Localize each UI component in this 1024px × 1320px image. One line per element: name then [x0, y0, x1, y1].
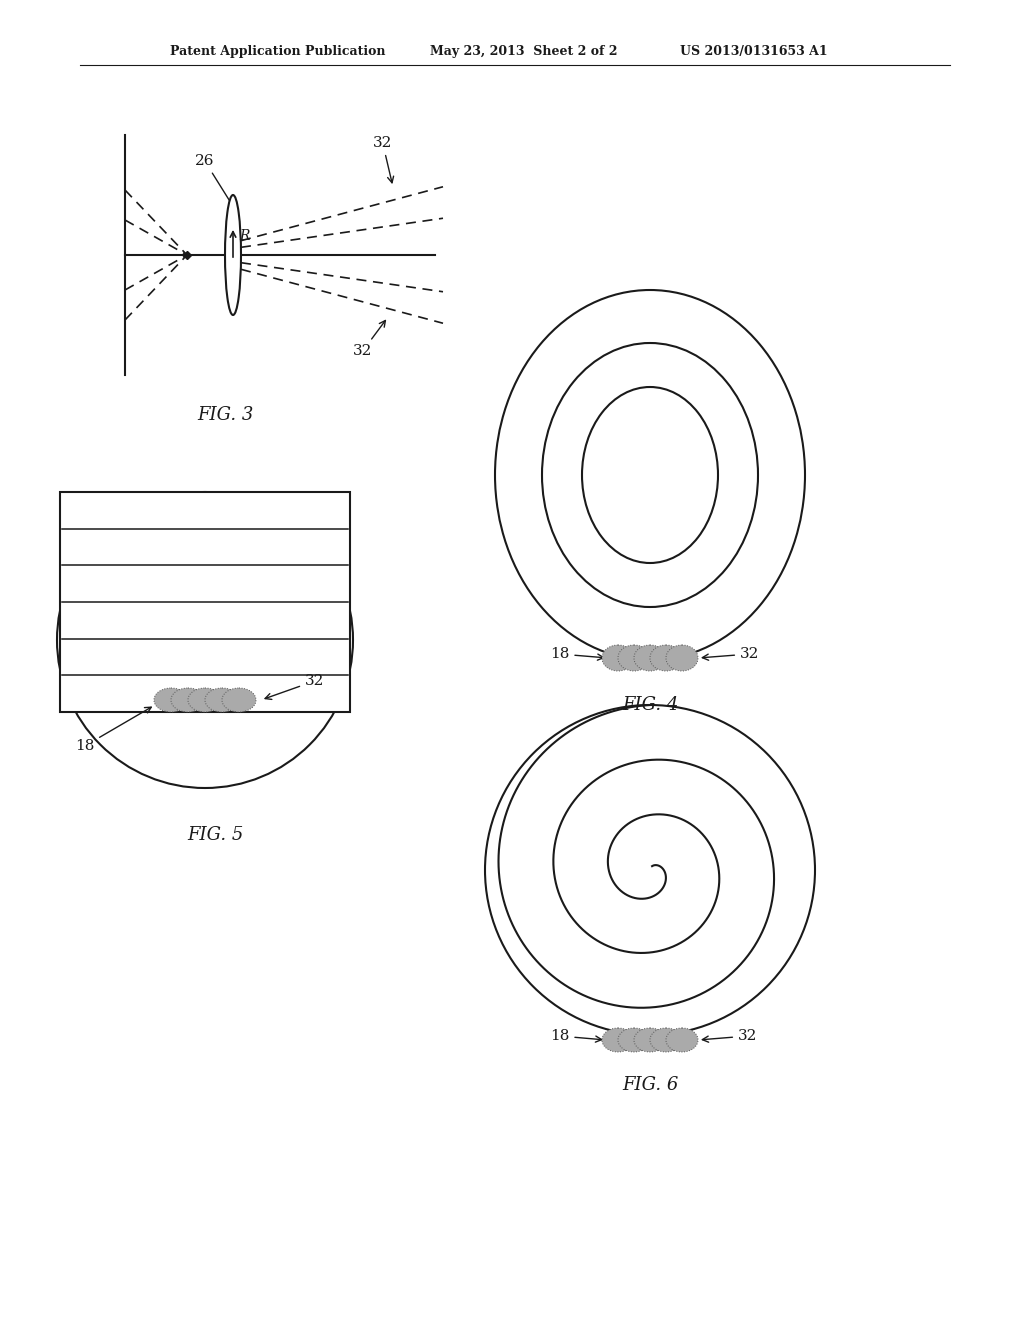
Text: FIG. 6: FIG. 6 — [622, 1076, 678, 1094]
Text: FIG. 5: FIG. 5 — [186, 826, 243, 843]
Ellipse shape — [666, 1028, 698, 1052]
Ellipse shape — [602, 1028, 634, 1052]
Text: 32: 32 — [373, 136, 393, 182]
Ellipse shape — [222, 688, 256, 711]
Ellipse shape — [171, 688, 205, 711]
Text: FIG. 3: FIG. 3 — [197, 407, 253, 424]
Ellipse shape — [634, 1028, 666, 1052]
Text: 18: 18 — [550, 647, 604, 661]
Ellipse shape — [205, 688, 239, 711]
Ellipse shape — [650, 645, 682, 671]
Circle shape — [57, 492, 353, 788]
Ellipse shape — [618, 645, 650, 671]
Text: 32: 32 — [702, 1030, 758, 1043]
Text: Patent Application Publication: Patent Application Publication — [170, 45, 385, 58]
Ellipse shape — [225, 195, 241, 315]
Text: 18: 18 — [75, 708, 152, 752]
Text: 32: 32 — [353, 321, 385, 358]
Text: 32: 32 — [702, 647, 760, 661]
Text: 18: 18 — [550, 1030, 602, 1043]
Ellipse shape — [602, 645, 634, 671]
Text: R: R — [239, 228, 250, 243]
Ellipse shape — [634, 645, 666, 671]
Ellipse shape — [650, 1028, 682, 1052]
Text: May 23, 2013  Sheet 2 of 2: May 23, 2013 Sheet 2 of 2 — [430, 45, 617, 58]
Text: US 2013/0131653 A1: US 2013/0131653 A1 — [680, 45, 827, 58]
Ellipse shape — [154, 688, 188, 711]
Bar — [60, 492, 350, 711]
Text: 32: 32 — [265, 675, 325, 700]
Text: 26: 26 — [195, 154, 229, 201]
Ellipse shape — [618, 1028, 650, 1052]
Text: FIG. 4: FIG. 4 — [622, 696, 678, 714]
Ellipse shape — [666, 645, 698, 671]
Ellipse shape — [188, 688, 222, 711]
